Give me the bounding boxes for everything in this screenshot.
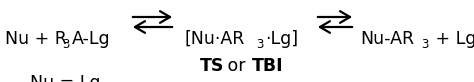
Text: or: or: [222, 57, 251, 75]
Text: A-Lg: A-Lg: [72, 30, 110, 48]
Text: Nu = Lg: Nu = Lg: [30, 74, 100, 82]
Text: ·Lg]: ·Lg]: [265, 30, 298, 48]
Text: Nu-AR: Nu-AR: [360, 30, 414, 48]
Text: [Nu·AR: [Nu·AR: [185, 30, 246, 48]
Text: TS: TS: [200, 57, 224, 75]
Text: TBI: TBI: [252, 57, 283, 75]
Text: Nu + R: Nu + R: [5, 30, 67, 48]
Text: 3: 3: [62, 38, 69, 51]
Text: 3: 3: [421, 38, 428, 51]
Text: 3: 3: [256, 38, 264, 51]
Text: + Lg: + Lg: [430, 30, 474, 48]
